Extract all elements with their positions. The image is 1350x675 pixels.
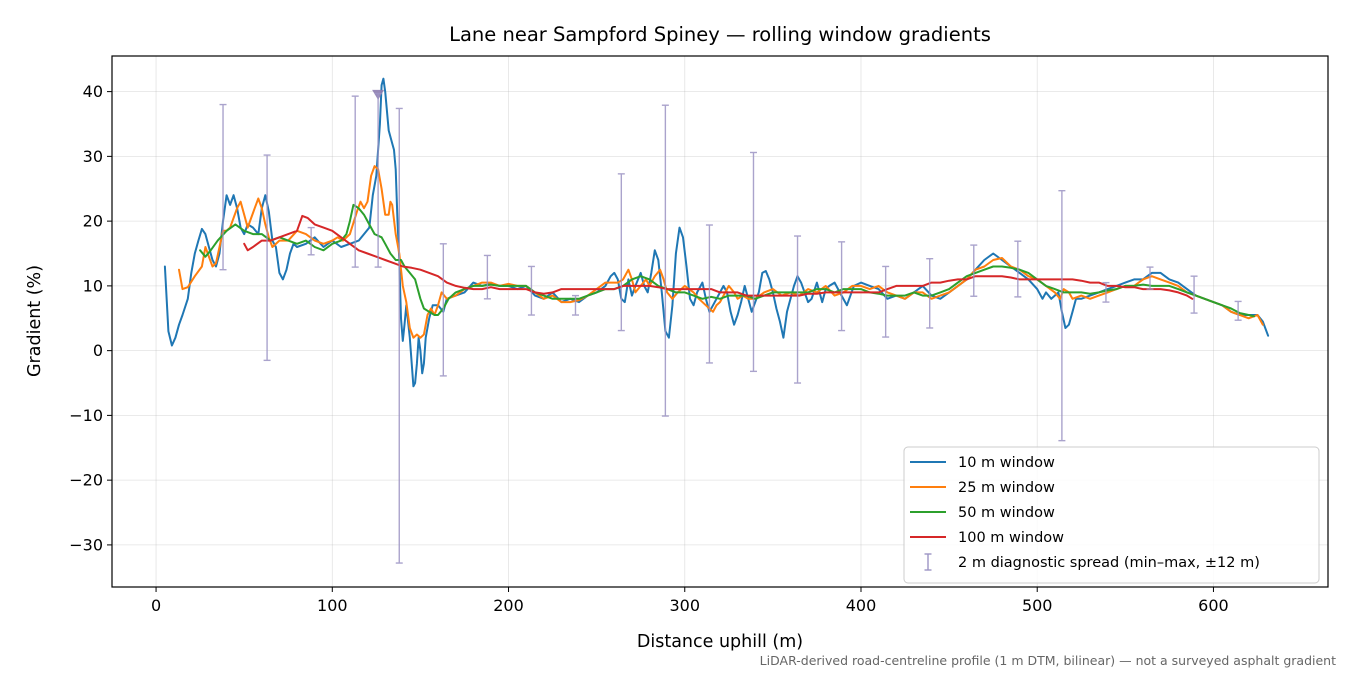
diagnostic-errorbar	[439, 243, 447, 377]
diagnostic-errorbar	[1058, 189, 1066, 442]
diagnostic-errorbar	[219, 103, 227, 271]
diagnostic-errorbar	[483, 254, 491, 300]
y-tick-label: 0	[93, 341, 103, 360]
x-tick-label: 0	[151, 596, 161, 615]
legend-label: 2 m diagnostic spread (min–max, ±12 m)	[958, 555, 1260, 571]
series-line-25-m-window	[178, 165, 1264, 339]
y-tick-label: 20	[83, 212, 103, 231]
y-tick-label: −30	[69, 535, 103, 554]
diagnostic-errorbar	[1190, 275, 1198, 314]
x-tick-label: 200	[493, 596, 524, 615]
legend-label: 50 m window	[958, 505, 1055, 521]
x-tick-label: 100	[317, 596, 348, 615]
diagnostic-errorbar	[794, 235, 802, 384]
y-tick-label: 30	[83, 147, 103, 166]
legend-label: 10 m window	[958, 455, 1055, 471]
diagnostic-errorbar	[661, 104, 669, 417]
diagnostic-errorbar	[882, 265, 890, 338]
x-tick-label: 300	[669, 596, 700, 615]
grid	[112, 56, 1328, 587]
x-tick-label: 400	[846, 596, 877, 615]
legend: 10 m window 25 m window 50 m window 100 m w…	[903, 446, 1320, 584]
diagnostic-errorbar	[395, 107, 403, 564]
diagnostic-errorbar	[838, 241, 846, 332]
series-line-50-m-window	[199, 203, 1255, 318]
diagnostic-errorbar	[705, 224, 713, 364]
y-axis-label: Gradient (%)	[25, 265, 45, 377]
series-line-10-m-window	[163, 77, 1270, 388]
axes: 0 100 200 300 400 500 600 −30 −20 −10 0 10 20 30 40	[69, 82, 1228, 615]
diagnostic-bars	[219, 92, 1242, 564]
y-tick-label: 10	[83, 276, 103, 295]
series-group	[163, 77, 1270, 388]
diagnostic-errorbar	[1146, 266, 1154, 290]
plot-frame	[111, 55, 1329, 588]
x-axis-label: Distance uphill (m)	[637, 632, 803, 652]
legend-label: 25 m window	[958, 480, 1055, 496]
diagnostic-errorbar	[351, 95, 359, 268]
x-tick-label: 600	[1198, 596, 1229, 615]
y-tick-label: −10	[69, 406, 103, 425]
legend-label: 100 m window	[958, 530, 1064, 546]
y-tick-label: 40	[83, 82, 103, 101]
diagnostic-errorbar	[1014, 240, 1022, 298]
diagnostic-errorbar	[749, 151, 757, 373]
diagnostic-errorbar	[1234, 300, 1242, 321]
diagnostic-errorbar	[374, 92, 382, 268]
diagnostic-errorbar	[527, 265, 535, 316]
diagnostic-errorbar	[970, 244, 978, 297]
y-tick-label: −20	[69, 471, 103, 490]
diagnostic-errorbar	[571, 294, 579, 316]
diagnostic-errorbar	[1102, 281, 1110, 303]
series-line-100-m-window	[243, 214, 1194, 300]
footnote: LiDAR-derived road-centreline profile (1…	[760, 653, 1336, 668]
chart-title: Lane near Sampford Spiney — rolling wind…	[449, 23, 991, 46]
diagnostic-errorbar	[263, 154, 271, 362]
diagnostic-errorbar	[926, 257, 934, 329]
diagnostic-errorbar	[307, 226, 315, 256]
x-tick-label: 500	[1022, 596, 1053, 615]
legend-box	[903, 446, 1320, 584]
diagnostic-errorbar	[617, 173, 625, 332]
